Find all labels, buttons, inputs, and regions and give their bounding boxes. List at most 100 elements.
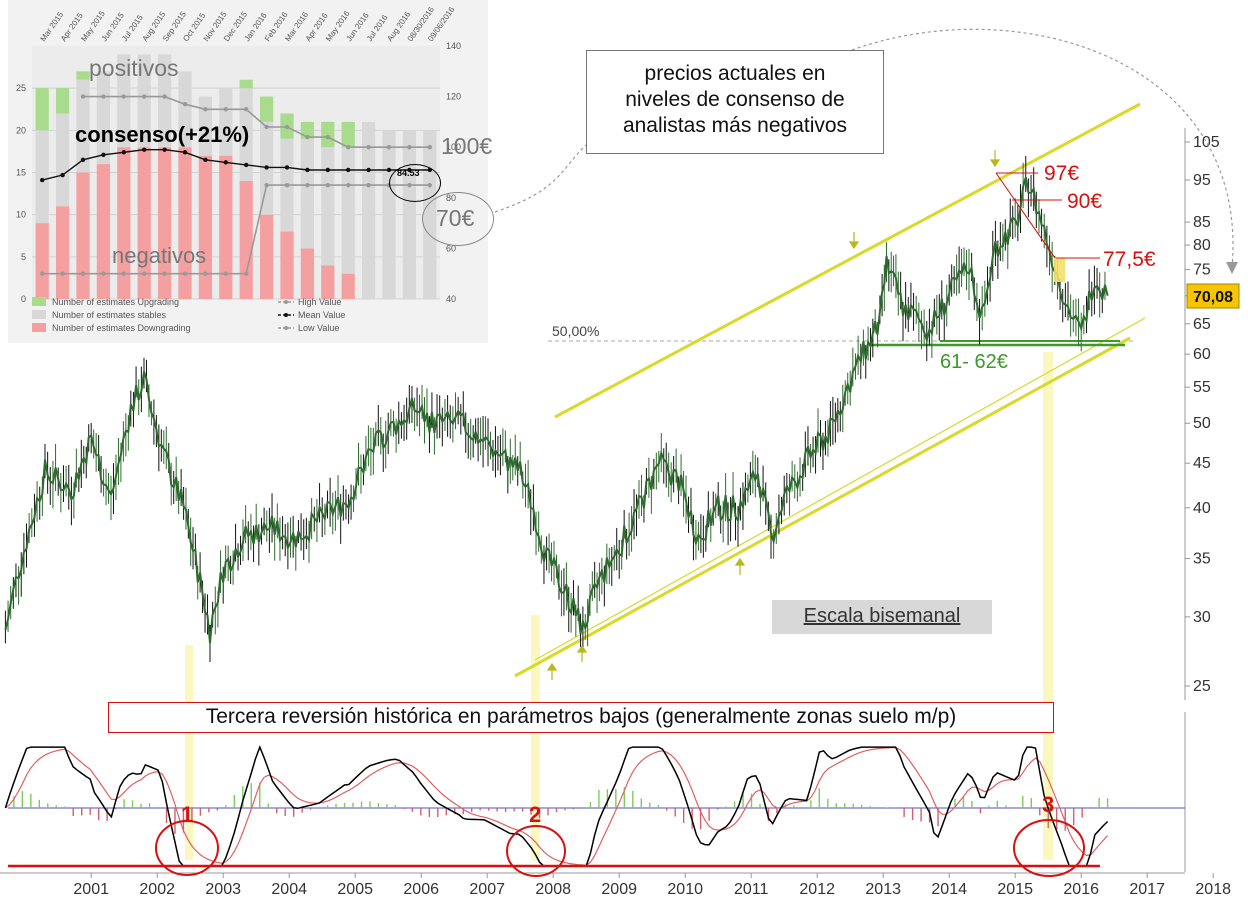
inset-mean-point — [366, 167, 371, 173]
inset-bar-downgrading — [321, 265, 335, 299]
highlight-bar-1 — [185, 645, 193, 860]
inset-bar-downgrading — [341, 273, 355, 299]
inset-mean-point — [162, 147, 167, 152]
inset-bar-stables — [76, 79, 90, 173]
inset-high-point — [427, 145, 432, 150]
inset-bar-downgrading — [157, 147, 172, 299]
inset-legend-swatch — [32, 297, 46, 306]
inset-mean-point — [284, 165, 290, 170]
inset-bar-upgrading — [259, 96, 274, 122]
y-tick-label: 105 — [1193, 134, 1220, 151]
inset-bar-stables — [117, 54, 131, 148]
inset-legend-label: Number of estimates Upgrading — [52, 297, 179, 307]
inset-bar-downgrading — [219, 155, 233, 299]
price-series-line — [4, 177, 1109, 644]
channel-lower-thin — [534, 317, 1146, 661]
inset-low-point — [305, 182, 310, 188]
x-tick-label: 2002 — [139, 881, 175, 898]
inset-bar-stables — [402, 130, 417, 299]
inset-low-point — [162, 271, 167, 276]
channel-upper — [554, 102, 1141, 419]
oscillator-note: Tercera reversión histórica en parámetro… — [108, 702, 1054, 733]
inset-low-point — [223, 271, 228, 276]
inset-bar-downgrading — [300, 248, 315, 299]
x-tick-label: 2009 — [601, 881, 637, 898]
x-tick-label: 2007 — [469, 881, 505, 898]
y-tick-label: 50 — [1193, 415, 1211, 432]
inset-left-tick: 15 — [16, 168, 26, 178]
fib-50-label: 50,00% — [552, 323, 599, 339]
inset-bar-downgrading — [137, 147, 151, 299]
y-tick-label: 65 — [1193, 316, 1211, 333]
inset-low-point — [80, 271, 86, 276]
inset-legend-label: Number of estimates stables — [52, 310, 167, 320]
inset-mean-line — [42, 149, 430, 181]
x-tick-label: 2010 — [667, 881, 703, 898]
inset-bar-downgrading — [198, 155, 213, 299]
inset-low-point — [203, 271, 208, 276]
label-consenso: consenso(+21%) — [75, 122, 250, 147]
inset-high-point — [121, 94, 127, 99]
circle-mark-1 — [155, 820, 219, 876]
inset-high-point — [244, 107, 249, 112]
inset-low-point — [244, 271, 249, 276]
y-tick-label: 35 — [1193, 550, 1211, 567]
inset-bar-stables — [300, 138, 315, 249]
inset-bar-downgrading — [55, 206, 70, 299]
label-97: 97€ — [1044, 162, 1079, 185]
label-100: 100€ — [441, 133, 493, 159]
label-775: 77,5€ — [1103, 248, 1156, 271]
inset-low-point — [142, 271, 147, 276]
inset-bar-downgrading — [259, 214, 274, 299]
inset-low-point — [284, 182, 290, 188]
inset-low-line — [42, 184, 430, 275]
label-negativos: negativos — [112, 243, 207, 268]
inset-legend-label: Number of estimates Downgrading — [52, 323, 191, 333]
inset-bar-downgrading — [280, 231, 294, 299]
x-tick-label: 2013 — [865, 881, 901, 898]
mark-2: 2 — [529, 802, 541, 827]
y-tick-label: 60 — [1193, 346, 1211, 363]
inset-legend-label: Mean Value — [298, 310, 345, 320]
x-tick-label: 2008 — [535, 881, 571, 898]
mean-last-value: 84.53 — [397, 168, 420, 178]
inset-low-point — [121, 271, 127, 276]
inset-bar-stables — [178, 71, 192, 148]
inset-bar-downgrading — [96, 164, 111, 299]
inset-bar-downgrading — [178, 147, 192, 299]
osc-histogram — [13, 782, 1109, 835]
x-tick-label: 2017 — [1129, 881, 1165, 898]
inset-low-point — [182, 271, 188, 276]
inset-bar-stables — [96, 71, 111, 165]
inset-bar-upgrading — [341, 121, 355, 148]
inset-bar-stables — [35, 130, 49, 224]
support-label: 61- 62€ — [940, 351, 1008, 373]
inset-mean-point — [386, 167, 392, 173]
inset-mean-point — [203, 157, 208, 163]
inset-low-point — [264, 182, 269, 188]
inset-bar-stables — [198, 96, 213, 156]
callout-box: precios actuales en niveles de consenso … — [586, 50, 884, 154]
mark-3: 3 — [1042, 792, 1054, 817]
inset-mean-point — [40, 177, 45, 183]
inset-bar-upgrading — [55, 88, 70, 114]
inset-high-point — [142, 94, 147, 99]
inset-mean-point — [101, 152, 106, 157]
current-price-value: 70,08 — [1193, 289, 1233, 306]
inset-legend-label: Low Value — [298, 323, 339, 333]
y-tick-label: 30 — [1193, 609, 1211, 626]
inset-left-tick: 0 — [21, 294, 26, 304]
highlight-bar-2 — [531, 615, 540, 860]
inset-mean-point — [121, 150, 127, 155]
inset-mean-point — [305, 167, 310, 173]
trend-97-77 — [995, 172, 1056, 259]
label-positivos: positivos — [89, 55, 179, 81]
x-tick-label: 2004 — [271, 881, 307, 898]
inset-left-tick: 20 — [16, 125, 26, 135]
x-tick-label: 2006 — [403, 881, 439, 898]
x-tick-label: 2016 — [1063, 881, 1099, 898]
inset-high-point — [386, 145, 392, 150]
x-tick-label: 2015 — [997, 881, 1033, 898]
inset-high-point — [366, 145, 371, 150]
